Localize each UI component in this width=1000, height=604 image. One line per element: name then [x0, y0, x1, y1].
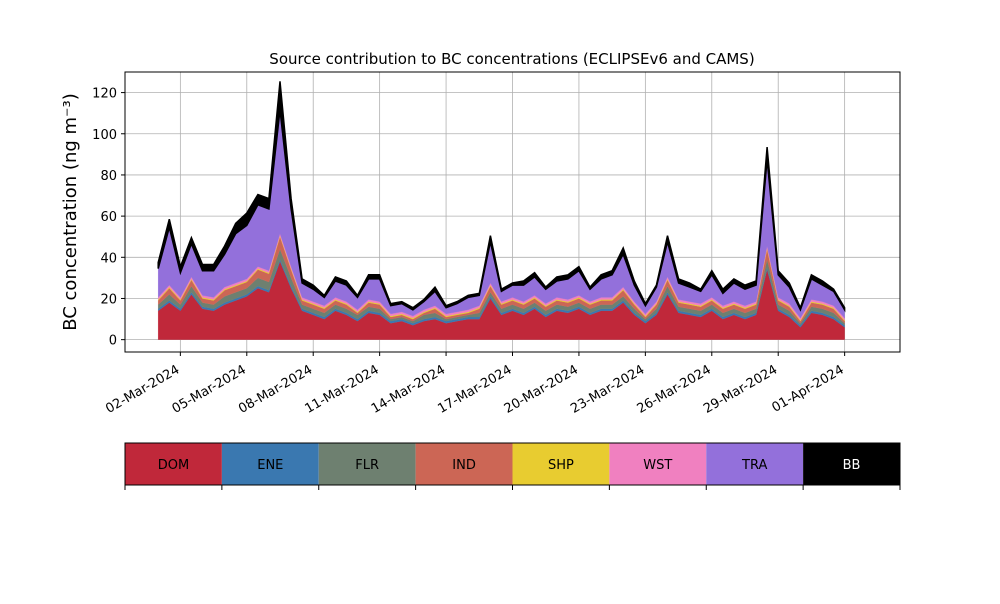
x-axis-ticks: 02-Mar-202405-Mar-202408-Mar-202411-Mar-… [103, 352, 847, 417]
x-tick-label: 17-Mar-2024 [435, 362, 514, 416]
legend-swatch-dom [125, 443, 222, 485]
legend-label-tra: TRA [741, 458, 767, 473]
x-tick-label: 08-Mar-2024 [236, 362, 315, 416]
legend-swatch-flr [318, 443, 416, 485]
y-axis-label: BC concentration (ng m⁻³) [60, 93, 81, 331]
legend-swatch-wst [609, 443, 707, 485]
area-bb [157, 81, 846, 313]
x-tick-label: 29-Mar-2024 [701, 362, 780, 416]
x-tick-label: 20-Mar-2024 [502, 362, 581, 416]
legend-label-wst: WST [643, 458, 672, 473]
chart-title: Source contribution to BC concentrations… [269, 50, 754, 68]
y-axis-ticks: 0 20 40 60 80 100 120 [92, 87, 125, 349]
x-tick-label: 14-Mar-2024 [369, 362, 448, 416]
legend-label-shp: SHP [548, 458, 574, 473]
y-tick-label: 120 [92, 87, 117, 102]
legend-frame [124, 442, 901, 486]
stacked-areas [157, 81, 846, 340]
y-tick-label: 40 [100, 251, 117, 266]
y-tick-label: 80 [100, 169, 117, 184]
y-tick-label: 60 [100, 210, 117, 225]
x-tick-label: 05-Mar-2024 [170, 362, 249, 416]
legend-label-dom: DOM [158, 458, 189, 473]
legend-swatch-ind [415, 443, 513, 485]
y-tick-label: 100 [92, 128, 117, 143]
legend-label-flr: FLR [355, 458, 379, 473]
legend-swatch-ene [221, 443, 319, 485]
x-tick-label: 26-Mar-2024 [635, 362, 714, 416]
y-tick-label: 20 [100, 292, 117, 307]
legend-swatch-bb [803, 443, 900, 485]
x-tick-label: 02-Mar-2024 [103, 362, 182, 416]
legend-label-ene: ENE [257, 458, 283, 473]
y-tick-label: 0 [109, 334, 117, 349]
legend-colorbar: DOM ENE FLR IND SHP WST TRA BB [124, 442, 901, 490]
legend-swatch-tra [706, 443, 804, 485]
legend-label-bb: BB [843, 458, 861, 473]
x-tick-label: 23-Mar-2024 [568, 362, 647, 416]
legend-swatch-shp [512, 443, 610, 485]
x-tick-label: 01-Apr-2024 [770, 362, 847, 415]
x-tick-label: 11-Mar-2024 [303, 362, 382, 416]
legend-label-ind: IND [452, 458, 476, 473]
